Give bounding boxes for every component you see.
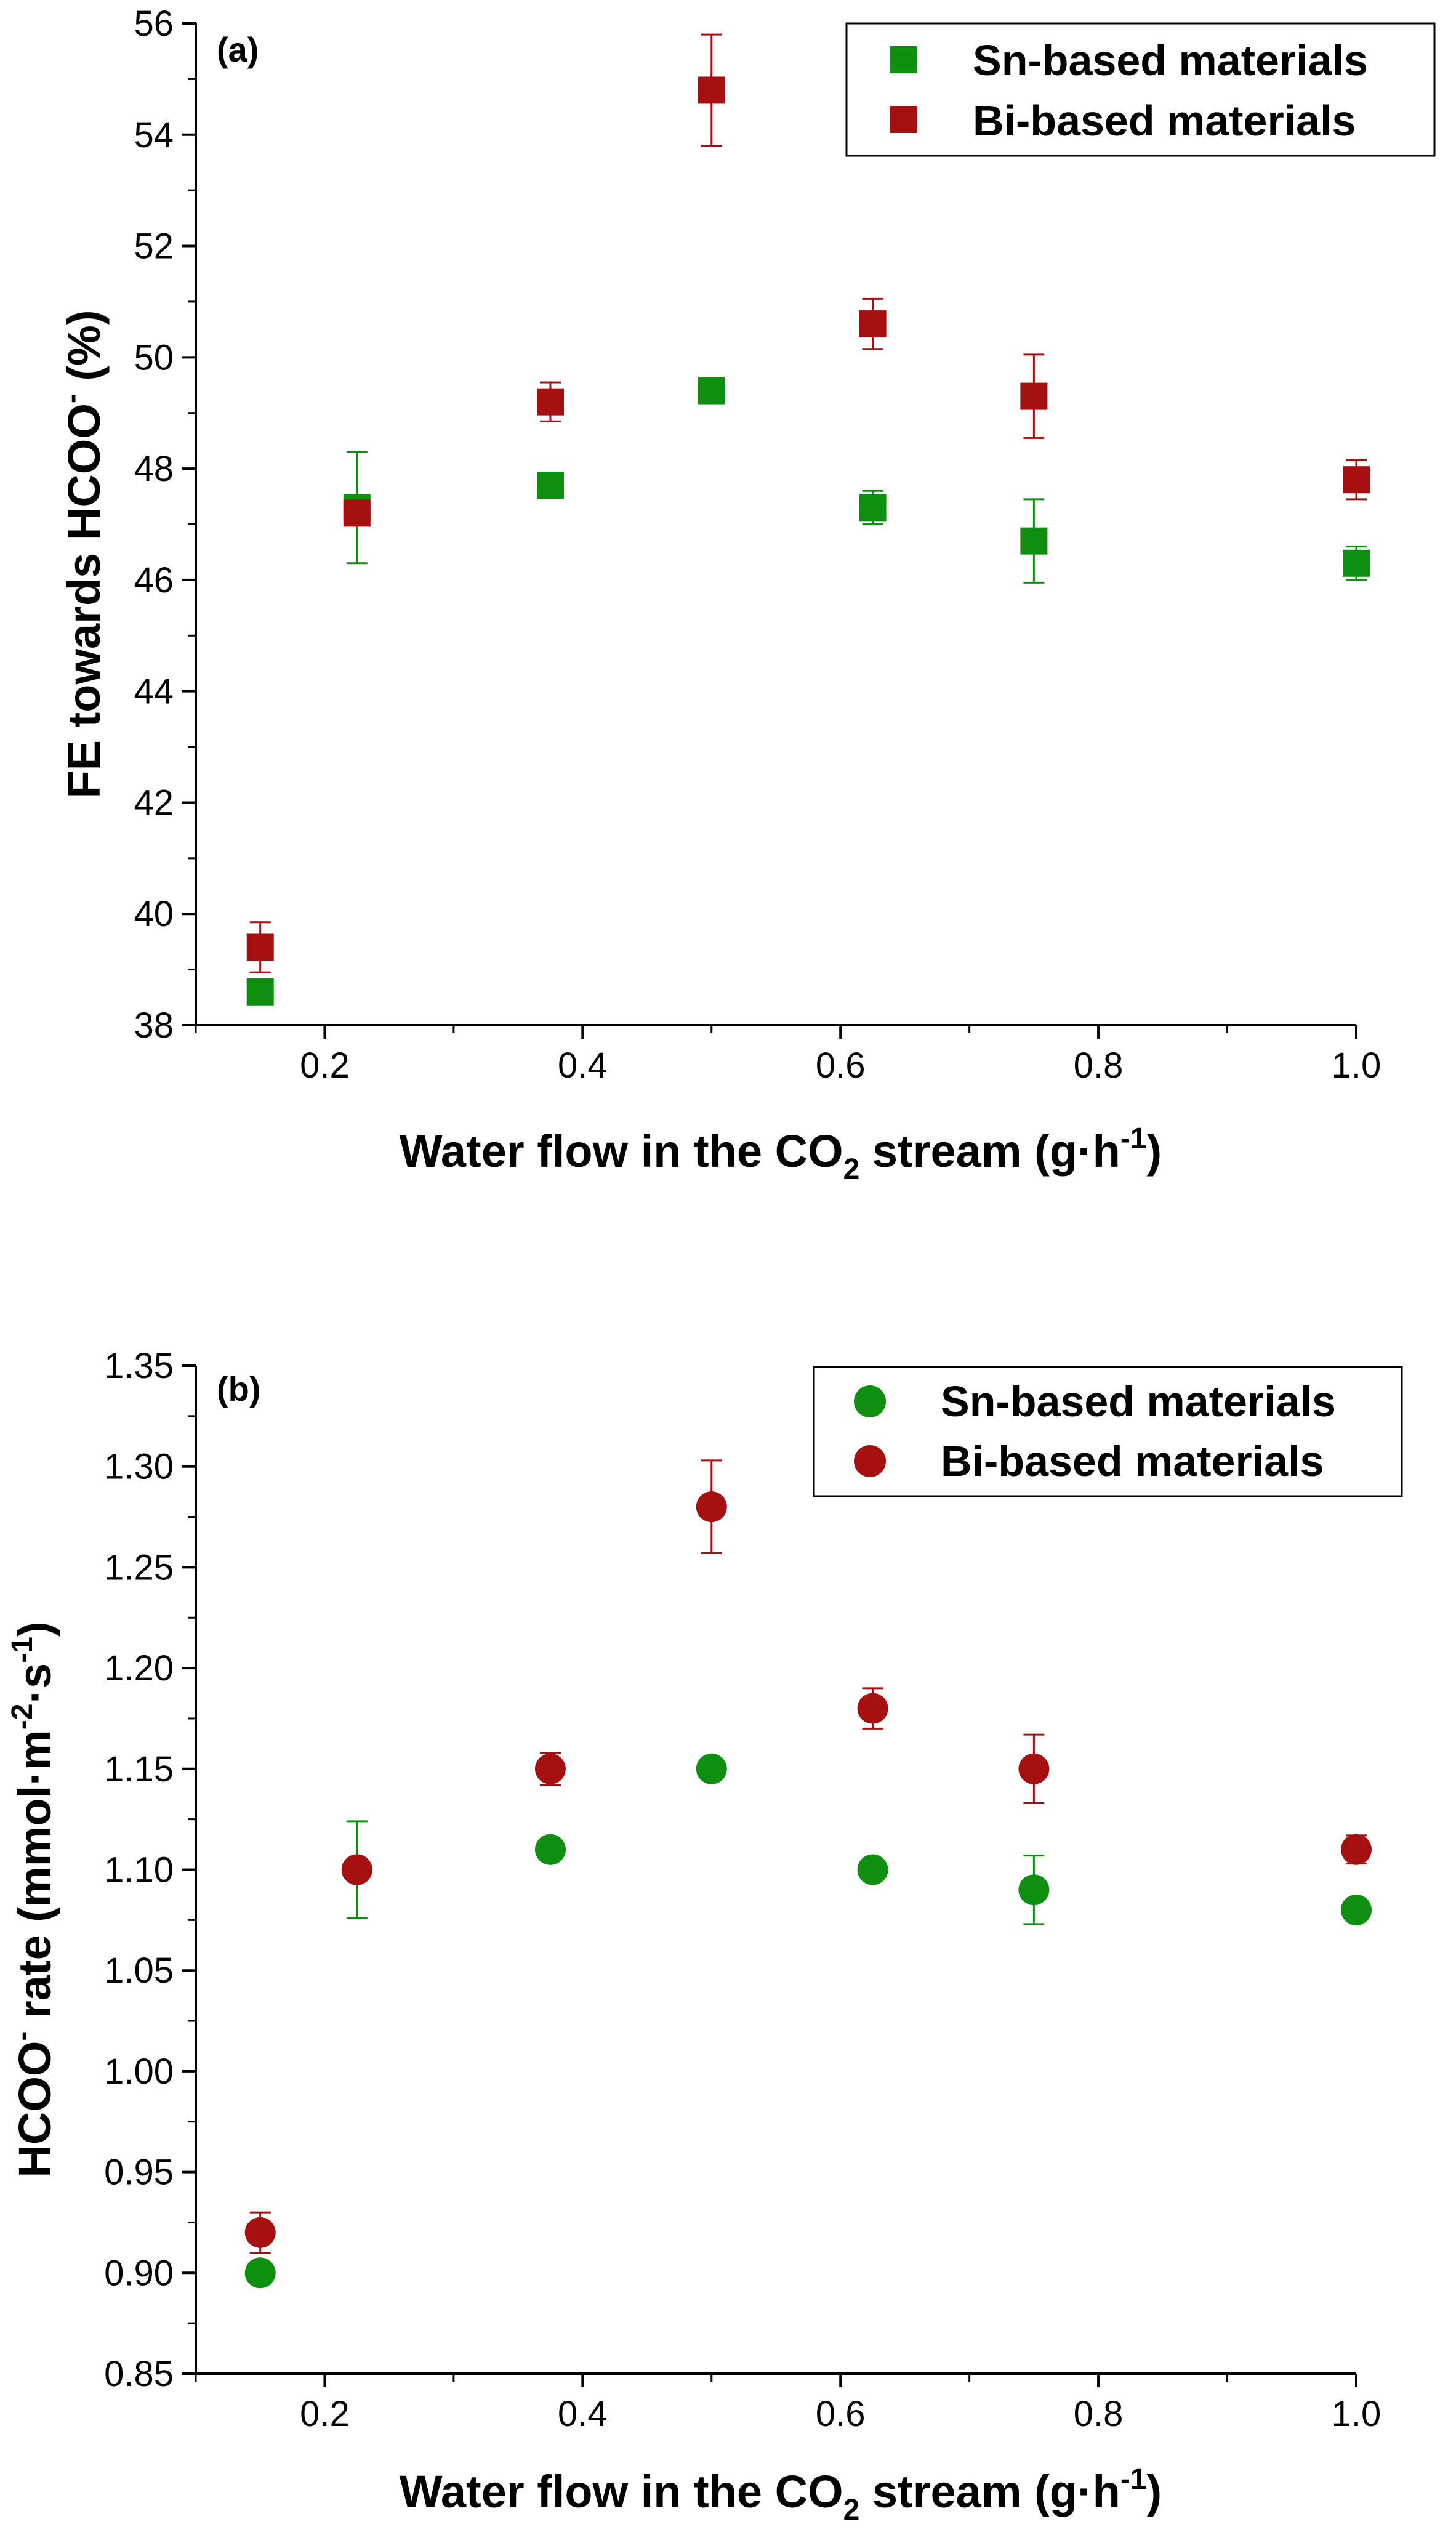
y-tick-label: 54 [134, 115, 174, 155]
data-point-bi [1341, 1834, 1372, 1865]
y-tick-label: 44 [134, 672, 174, 712]
legend-marker-sn [890, 46, 917, 73]
data-point-bi [246, 933, 274, 961]
x-ticks: 0.2 0.4 0.6 0.8 1.0 [195, 2374, 1382, 2434]
x-ticks: 0.2 0.4 0.6 0.8 1.0 [195, 1025, 1382, 1086]
legend-box [813, 1366, 1403, 1497]
legend-label-sn: Sn-based materials [973, 36, 1368, 84]
data-point-bi [857, 1693, 888, 1724]
y-tick-label: 42 [134, 783, 174, 823]
x-tick-label: 1.0 [1332, 2394, 1382, 2434]
legend-label-sn: Sn-based materials [941, 1377, 1336, 1425]
y-tick-label: 1.05 [104, 1951, 174, 1991]
data-point-sn [1343, 549, 1370, 577]
x-tick-label: 0.2 [300, 1046, 350, 1086]
y-axis-title: HCOO- rate (mmol·m-2·s-1) [6, 1621, 60, 2177]
data-point-sn [698, 377, 725, 405]
y-tick-label: 1.15 [104, 1749, 174, 1789]
data-point-sn [246, 978, 274, 1006]
data-point-sn [244, 2257, 276, 2289]
y-tick-label: 48 [134, 449, 174, 489]
y-tick-label: 0.95 [104, 2153, 174, 2193]
y-tick-label: 1.25 [104, 1547, 174, 1587]
x-tick-label: 1.0 [1332, 1046, 1382, 1086]
data-point-sn [696, 1753, 727, 1784]
data-point-bi [244, 2217, 276, 2248]
data-point-bi [1018, 1753, 1050, 1784]
y-tick-label: 40 [134, 894, 174, 934]
x-tick-label: 0.6 [816, 2394, 866, 2434]
data-point-sn [1018, 1874, 1050, 1906]
y-ticks: 38 40 42 44 46 48 50 52 54 56 [134, 4, 196, 1046]
data-point-sn [536, 472, 564, 499]
x-tick-label: 0.8 [1074, 1046, 1124, 1086]
data-point-sn [1020, 527, 1048, 555]
panel-a: 0.2 0.4 0.6 0.8 1.0 38 40 42 44 46 48 50 52 54 56 (a)… [55, 4, 1436, 1186]
data-point-bi [698, 76, 725, 104]
y-tick-label: 52 [134, 227, 174, 267]
legend-box [845, 22, 1436, 157]
y-tick-label: 46 [134, 560, 174, 600]
y-axis-title: FE towards HCOO- (%) [55, 310, 110, 798]
y-tick-label: 1.30 [104, 1447, 174, 1487]
data-point-bi [343, 499, 371, 527]
y-tick-label: 38 [134, 1006, 174, 1046]
y-tick-label: 1.20 [104, 1648, 174, 1688]
y-tick-label: 1.10 [104, 1850, 174, 1890]
y-tick-label: 50 [134, 337, 174, 377]
legend: Sn-based materials Bi-based materials [813, 1366, 1403, 1497]
panel-label: (a) [217, 30, 259, 69]
y-ticks: 0.85 0.90 0.95 1.00 1.05 1.10 1.15 1.20 1.25 1.30… [104, 1346, 196, 2394]
x-axis-title: Water flow in the CO2 stream (g·h-1) [400, 1122, 1162, 1186]
y-tick-label: 1.00 [104, 2052, 174, 2092]
data-point-bi [534, 1753, 566, 1784]
y-tick-label: 56 [134, 4, 174, 44]
data-point-sn [857, 1854, 888, 1885]
data-point-sn [1341, 1894, 1372, 1925]
data-point-bi [341, 1854, 372, 1885]
panel-b: 0.2 0.4 0.6 0.8 1.0 0.85 0.90 0.95 1.00 1.05 1.10… [6, 1346, 1403, 2526]
x-tick-label: 0.4 [558, 1046, 608, 1086]
data-marks [244, 1459, 1372, 2289]
x-tick-label: 0.8 [1074, 2394, 1124, 2434]
data-point-bi [859, 310, 887, 338]
data-point-bi [1343, 466, 1370, 494]
data-point-bi [696, 1491, 727, 1523]
y-tick-label: 1.35 [104, 1346, 174, 1386]
data-marks [246, 33, 1370, 1006]
data-point-bi [536, 388, 564, 416]
x-tick-label: 0.2 [300, 2394, 350, 2434]
data-point-bi [1020, 382, 1048, 410]
data-point-sn [859, 494, 887, 522]
data-point-sn [534, 1834, 566, 1865]
legend-label-bi: Bi-based materials [973, 97, 1356, 145]
y-tick-label: 0.90 [104, 2253, 174, 2293]
x-tick-label: 0.6 [816, 1046, 866, 1086]
legend-marker-bi [890, 106, 917, 133]
legend-marker-bi [854, 1445, 886, 1477]
legend-label-bi: Bi-based materials [941, 1437, 1324, 1485]
y-tick-label: 0.85 [104, 2354, 174, 2394]
panel-label: (b) [217, 1369, 261, 1408]
x-axis-title: Water flow in the CO2 stream (g·h-1) [400, 2463, 1162, 2526]
legend-marker-sn [854, 1385, 886, 1417]
x-tick-label: 0.4 [558, 2394, 608, 2434]
legend: Sn-based materials Bi-based materials [845, 22, 1436, 157]
